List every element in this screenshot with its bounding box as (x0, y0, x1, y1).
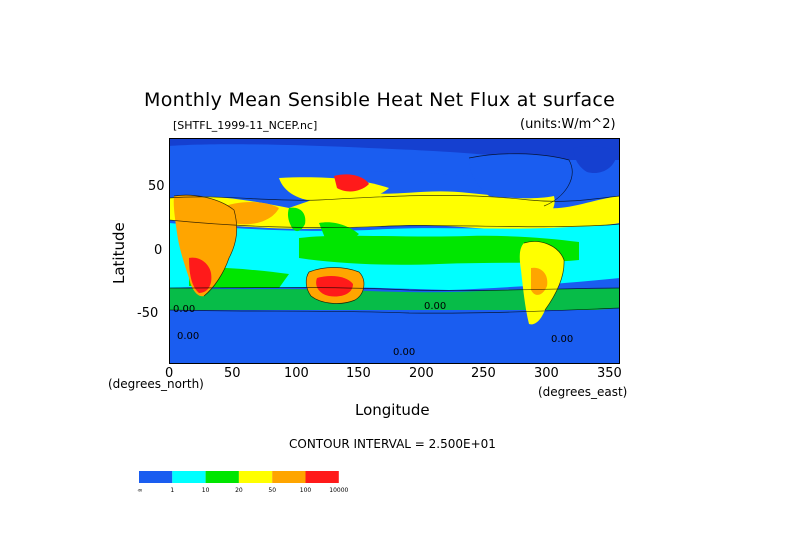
y-tick-0: 0 (154, 243, 163, 258)
arabia (219, 202, 279, 225)
legend-label-1: 1 (170, 487, 174, 494)
legend-label-6: 10000 (329, 487, 348, 494)
greenland (573, 146, 617, 174)
north-america-north (469, 153, 573, 208)
legend-label-4: 50 (268, 487, 276, 494)
contour-interval-label: CONTOUR INTERVAL = 2.500E+01 (289, 437, 496, 451)
flux-map: 0.00 0.00 0.00 0.00 0.00 (169, 138, 620, 364)
eurasia-north (169, 144, 499, 183)
legend-swatch-1 (172, 471, 206, 483)
legend-swatch-0 (139, 471, 173, 483)
contour-lines (169, 153, 620, 314)
southeast-asia (319, 222, 359, 242)
india (287, 207, 306, 232)
map-label-0: 0.00 (173, 304, 195, 315)
africa (173, 195, 237, 297)
south-midlat-band (169, 288, 620, 314)
y-axis-unit: (degrees_north) (108, 377, 204, 391)
legend-label-5: 100 (300, 487, 312, 494)
legend-label-0: -∞ (137, 487, 143, 494)
x-tick-100: 100 (284, 366, 309, 381)
x-tick-0: 0 (165, 366, 174, 381)
x-tick-250: 250 (471, 366, 496, 381)
legend-label-2: 10 (202, 487, 210, 494)
south-america-hot (531, 267, 548, 295)
map-label-3: 0.00 (393, 347, 415, 358)
equatorial-green (299, 235, 579, 265)
x-axis-label: Longitude (355, 401, 430, 419)
antarctica (169, 343, 620, 364)
legend-swatch-5 (305, 471, 339, 483)
north-america-mid (487, 196, 555, 220)
map-label-4: 0.00 (551, 334, 573, 345)
x-axis-unit: (degrees_east) (538, 385, 628, 399)
x-tick-50: 50 (224, 366, 241, 381)
east-asia-hot (334, 174, 369, 192)
map-title: Monthly Mean Sensible Heat Net Flux at s… (144, 89, 616, 111)
legend-swatch-2 (205, 471, 239, 483)
southern-africa-hot (189, 257, 212, 293)
map-label-2: 0.00 (177, 331, 199, 342)
legend-swatch-3 (238, 471, 273, 483)
legend-swatch-4 (272, 471, 306, 483)
x-tick-300: 300 (534, 366, 559, 381)
x-tick-200: 200 (409, 366, 434, 381)
units-label: (units:W/m^2) (520, 117, 616, 132)
map-frame (169, 138, 620, 364)
dataset-filename: [SHTFL_1999-11_NCEP.nc] (173, 119, 318, 132)
x-tick-150: 150 (346, 366, 371, 381)
australia-hot (316, 276, 353, 297)
y-axis-label: Latitude (110, 222, 128, 284)
y-tick-50: 50 (148, 179, 165, 194)
legend-label-3: 20 (235, 487, 243, 494)
map-label-1: 0.00 (424, 301, 446, 312)
y-tick-minus50: -50 (137, 306, 159, 321)
color-legend: -∞ 1 10 20 50 100 10000 (137, 471, 349, 494)
x-tick-350: 350 (597, 366, 622, 381)
